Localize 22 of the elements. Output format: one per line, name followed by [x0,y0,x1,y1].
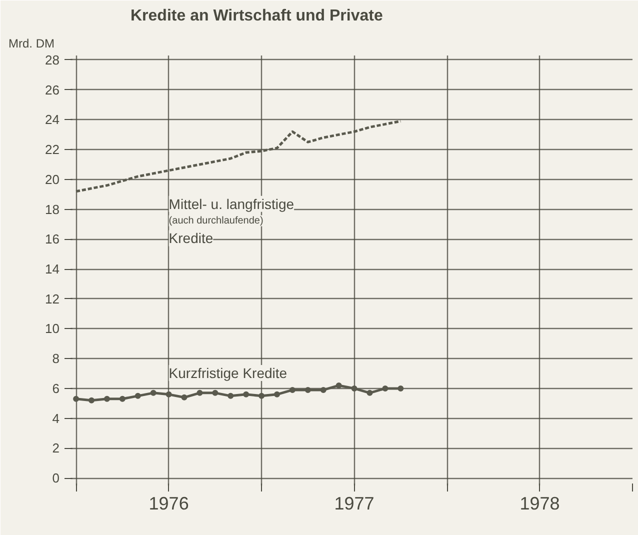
series-label: Kurzfristige Kredite [168,364,288,381]
y-tick-label: 4 [52,410,60,426]
x-tick-label: 1977 [334,494,374,514]
y-tick-label: 0 [52,470,60,486]
y-tick-label: 2 [52,440,60,456]
series-label: Mittel- u. langfristige (auch durchlaufende) Kredite [168,196,294,246]
y-tick-label: 16 [45,232,60,247]
y-tick-label: 26 [45,82,60,98]
y-tick-label: 8 [52,351,60,366]
y-tick-label: 6 [52,380,60,396]
y-tick-label: 20 [45,172,60,187]
y-tick-label: 10 [45,321,60,336]
x-tick-label: 1978 [520,494,560,514]
y-tick-label: 18 [45,202,60,217]
chart-title: Kredite an Wirtschaft und Private [130,8,383,24]
x-tick-label: 1976 [148,494,189,514]
y-tick-label: 24 [45,112,60,128]
y-tick-label: 22 [45,142,60,158]
y-axis-title: Mrd. DM [8,36,54,50]
y-tick-label: 12 [45,291,60,306]
y-tick-label: 14 [45,262,60,277]
y-tick-label: 28 [45,52,60,68]
